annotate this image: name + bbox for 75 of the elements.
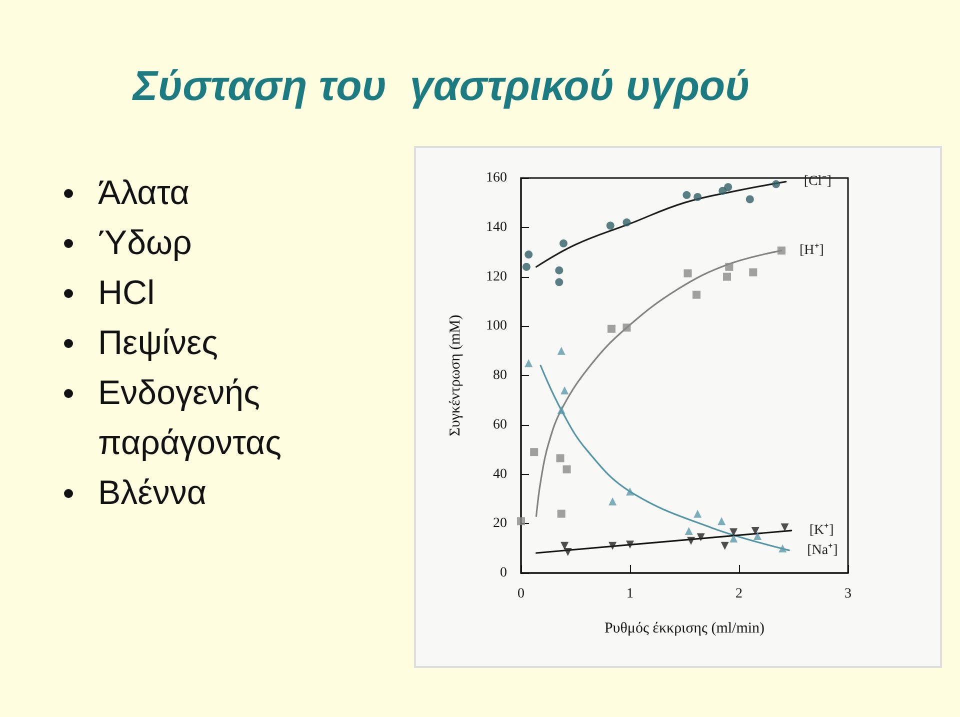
text: Άλατα — [98, 174, 190, 212]
text: Πεψίνες — [98, 324, 218, 362]
point — [692, 290, 700, 299]
y-tick-label: 40 — [493, 466, 507, 482]
point — [730, 528, 738, 536]
point — [718, 186, 727, 195]
text: Βλέννα — [98, 474, 206, 512]
point — [557, 346, 566, 355]
chart-title: Σύσταση του γαστρικού υγρού — [133, 62, 750, 110]
point — [725, 262, 734, 271]
point — [687, 536, 696, 545]
point — [557, 510, 566, 518]
point — [522, 262, 530, 271]
point — [694, 510, 702, 518]
point — [684, 527, 693, 536]
y-tick-label: 20 — [493, 516, 507, 532]
point — [530, 448, 538, 456]
point — [608, 497, 617, 506]
x-tick-label: 3 — [844, 586, 852, 602]
point — [517, 517, 525, 526]
point — [560, 239, 568, 248]
point — [746, 195, 754, 204]
x-axis-title: Ρυθμός έκκρισης (ml/min) — [604, 620, 765, 636]
point — [622, 218, 631, 226]
point — [626, 488, 634, 496]
x-tick-label: 0 — [518, 586, 524, 602]
point — [778, 544, 787, 552]
point — [607, 324, 616, 333]
point — [606, 222, 614, 230]
point — [720, 542, 729, 550]
x-tick-label: 2 — [736, 586, 742, 602]
y-tick-label: 140 — [486, 220, 507, 235]
point — [524, 359, 533, 368]
point — [555, 278, 564, 286]
point — [694, 193, 702, 202]
series-label: [Na⁺] — [807, 542, 838, 558]
point — [555, 266, 564, 274]
line-series — [540, 364, 790, 552]
point — [780, 523, 789, 532]
text: Ενδογενής παράγοντας — [98, 374, 282, 462]
y-tick-label: 0 — [500, 566, 507, 580]
point — [560, 386, 569, 394]
point — [684, 269, 692, 278]
point — [696, 533, 705, 542]
series-label: [H⁺] — [800, 243, 824, 258]
series-label: [K⁺] — [809, 523, 834, 538]
point — [622, 324, 631, 332]
point — [724, 183, 732, 192]
y-tick-label: 160 — [486, 170, 507, 186]
y-tick-label: 80 — [493, 368, 507, 383]
point — [730, 534, 738, 542]
point — [524, 250, 533, 259]
point — [562, 465, 571, 474]
point — [626, 540, 634, 549]
point — [778, 246, 786, 255]
point — [749, 268, 758, 276]
point — [682, 191, 691, 200]
point — [718, 517, 726, 526]
point — [754, 532, 762, 540]
point — [556, 454, 564, 462]
series-label: [Cl⁻] — [804, 174, 832, 190]
y-tick-label: 100 — [486, 318, 507, 334]
y-tick-label: 120 — [486, 269, 507, 284]
point — [772, 180, 780, 188]
point — [564, 548, 572, 556]
y-tick-label: 60 — [493, 417, 507, 432]
point — [723, 272, 732, 281]
point — [557, 406, 566, 414]
text: Ύδωρ — [98, 224, 192, 262]
y-axis-title: Συγκέντρωση (mM) — [448, 314, 464, 436]
line-series — [535, 180, 787, 268]
point — [751, 527, 760, 536]
text: HCl — [98, 274, 155, 312]
point — [608, 542, 617, 550]
x-tick-label: 1 — [626, 586, 634, 602]
